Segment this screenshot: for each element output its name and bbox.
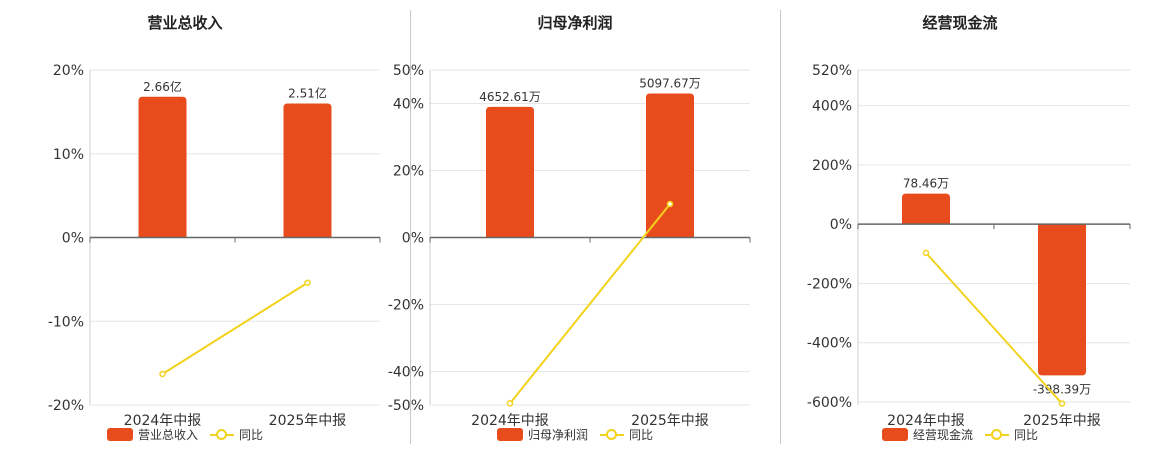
legend-item-line[interactable]: 同比 [985, 426, 1038, 443]
legend-line-label: 同比 [239, 428, 264, 442]
y-tick-label: 50% [393, 63, 424, 79]
legend-item-bar[interactable]: 营业总收入 [106, 426, 198, 443]
data-point [159, 370, 166, 378]
y-tick-label: -200% [807, 276, 852, 292]
legend-bar-label: 营业总收入 [137, 428, 198, 442]
panel-divider [780, 10, 781, 444]
series-line [925, 252, 1063, 405]
legend-line-label: 同比 [1014, 428, 1039, 442]
legend-item-line[interactable]: 同比 [210, 426, 263, 443]
data-label: 2.51亿 [288, 86, 327, 101]
legend-bar-label: 经营现金流 [912, 428, 973, 442]
data-label: 2.66亿 [143, 79, 182, 94]
data-point [304, 279, 311, 286]
y-tick-label: 0% [62, 231, 84, 247]
chart-svg: 20% 10% 0% -10% -20% 2.66亿 2.51亿 2024年中报 2025年中报 [48, 63, 381, 429]
legend-item-bar[interactable]: 经营现金流 [881, 426, 973, 443]
bar [902, 193, 950, 225]
y-tick-label: 0% [830, 217, 852, 233]
x-tick-label: 2025年中报 [1023, 413, 1101, 429]
y-tick-label: -20% [388, 298, 424, 314]
x-tick-label: 2025年中报 [269, 413, 347, 429]
x-tick-label: 2025年中报 [631, 413, 709, 429]
legend-bar-label: 归母净利润 [527, 428, 588, 442]
legend-bar-swatch [881, 428, 908, 441]
legend-line-swatch [600, 428, 624, 441]
y-tick-label: -40% [388, 365, 424, 381]
legend: 营业总收入 同比 [0, 426, 370, 443]
bar [283, 103, 332, 238]
legend-line-swatch [985, 428, 1009, 441]
chart-panel-cash-flow: 经营现金流 520% 400% 200% 0% -200% -400% -600% 78.46… [775, 0, 1145, 450]
y-tick-label: 0% [402, 231, 424, 247]
data-label: 5097.67万 [639, 76, 701, 90]
data-point [506, 400, 514, 407]
bar [1038, 224, 1086, 376]
y-tick-label: -50% [388, 398, 424, 414]
y-tick-label: 200% [812, 158, 852, 174]
series-line [509, 203, 671, 404]
chart-title: 经营现金流 [922, 14, 998, 32]
bar [486, 106, 534, 238]
chart-panel-net-profit: 归母净利润 50% 40% 20% 0% -20% -40% -50% 4652.61万 509… [388, 0, 760, 450]
legend-bar-swatch [106, 428, 133, 441]
x-tick-label: 2024年中报 [124, 413, 202, 429]
chart-panel-revenue: 营业总收入 20% 10% 0% -10% -20% 2.66亿 2.51亿 2024年中报 2… [0, 0, 381, 450]
y-tick-label: 520% [812, 63, 852, 79]
chart-title: 归母净利润 [537, 14, 613, 32]
y-tick-label: 20% [53, 63, 84, 79]
data-point [922, 249, 930, 257]
chart-title: 营业总收入 [147, 14, 223, 32]
x-tick-label: 2024年中报 [887, 413, 965, 429]
chart-svg: 520% 400% 200% 0% -200% -400% -600% 78.46万 -398.… [807, 63, 1131, 429]
data-point [666, 200, 674, 208]
y-tick-label: -400% [807, 336, 852, 352]
legend-bar-swatch [496, 428, 523, 441]
bar [646, 93, 694, 238]
panel-divider [410, 10, 411, 444]
legend: 经营现金流 同比 [775, 426, 1145, 443]
y-tick-label: -10% [48, 314, 84, 330]
data-point [1058, 400, 1066, 407]
y-tick-label: 40% [393, 97, 424, 113]
series-line [161, 281, 309, 375]
legend-line-label: 同比 [629, 428, 654, 442]
bar [138, 96, 187, 238]
data-label: 78.46万 [903, 177, 949, 191]
y-tick-label: -20% [48, 398, 84, 414]
legend: 归母净利润 同比 [390, 426, 760, 443]
y-tick-label: -600% [807, 395, 852, 411]
data-label: 4652.61万 [479, 90, 541, 104]
legend-item-bar[interactable]: 归母净利润 [496, 426, 588, 443]
chart-svg: 50% 40% 20% 0% -20% -40% -50% 4652.61万 5097.67万 2… [388, 63, 751, 429]
x-tick-label: 2024年中报 [471, 413, 549, 429]
y-tick-label: 10% [53, 147, 84, 163]
legend-item-line[interactable]: 同比 [600, 426, 653, 443]
data-label: -398.39万 [1033, 382, 1091, 396]
y-tick-label: 400% [812, 99, 852, 115]
y-tick-label: 20% [393, 164, 424, 180]
legend-line-swatch [210, 428, 234, 441]
